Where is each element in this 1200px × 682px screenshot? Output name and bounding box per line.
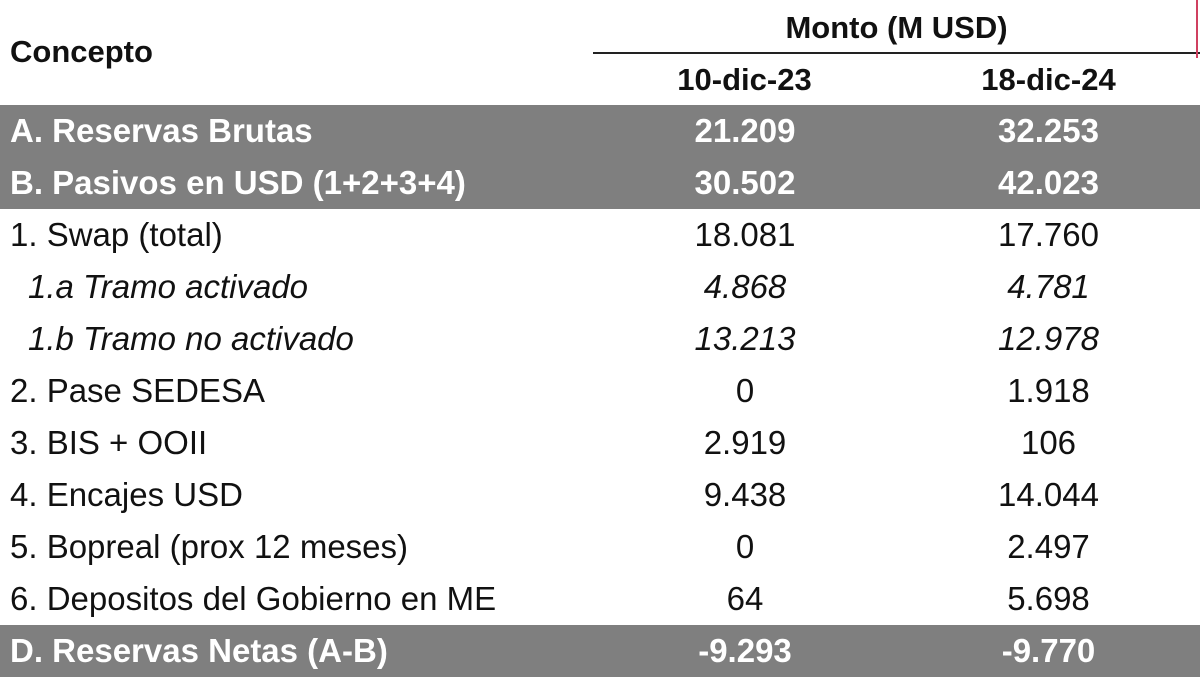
- table-row: 2. Pase SEDESA 0 1.918: [0, 365, 1200, 417]
- amount-header: Monto (M USD): [785, 10, 1008, 45]
- amount-cell: 17.760: [998, 216, 1099, 253]
- amount-cell: 2.497: [1007, 528, 1090, 565]
- amount-cell: 4.781: [1007, 268, 1090, 305]
- amount-cell: 21.209: [593, 105, 897, 157]
- concept-cell: D. Reservas Netas (A-B): [0, 625, 593, 677]
- amount-cell: 64: [726, 580, 764, 617]
- concept-cell: 3. BIS + OOII: [10, 424, 208, 461]
- concept-cell: 2. Pase SEDESA: [10, 372, 265, 409]
- concept-cell: 6. Depositos del Gobierno en ME: [10, 580, 497, 617]
- date-header: 18-dic-24: [981, 62, 1116, 97]
- concept-cell: 1.b Tramo no activado: [28, 320, 354, 357]
- amount-cell: 30.502: [593, 157, 897, 209]
- concept-cell: 1. Swap (total): [10, 216, 223, 253]
- table-row: 1. Swap (total) 18.081 17.760: [0, 209, 1200, 261]
- amount-cell: 12.978: [998, 320, 1099, 357]
- table-row: A. Reservas Brutas 21.209 32.253: [0, 105, 1200, 157]
- amount-cell: 4.868: [703, 268, 787, 305]
- concept-cell: 5. Bopreal (prox 12 meses): [10, 528, 409, 565]
- table-row: D. Reservas Netas (A-B) -9.293 -9.770: [0, 625, 1200, 677]
- amount-cell: -9.293: [593, 625, 897, 677]
- amount-cell: 2.919: [703, 424, 787, 461]
- table-row: 5. Bopreal (prox 12 meses) 0 2.497: [0, 521, 1200, 573]
- concept-header: Concepto: [10, 34, 153, 69]
- amount-cell: 18.081: [694, 216, 796, 253]
- amount-cell: 32.253: [897, 105, 1200, 157]
- table-row: 3. BIS + OOII 2.919 106: [0, 417, 1200, 469]
- amount-cell: 14.044: [998, 476, 1099, 513]
- concept-cell: B. Pasivos en USD (1+2+3+4): [0, 157, 593, 209]
- amount-cell: 106: [1020, 424, 1077, 461]
- concept-cell: A. Reservas Brutas: [0, 105, 593, 157]
- amount-cell: -9.770: [897, 625, 1200, 677]
- amount-cell: 9.438: [703, 476, 787, 513]
- concept-cell: 1.a Tramo activado: [28, 268, 309, 305]
- amount-cell: 0: [735, 372, 755, 409]
- table-row: 1.a Tramo activado 4.868 4.781: [0, 261, 1200, 313]
- amount-cell: 5.698: [1007, 580, 1090, 617]
- table-row: B. Pasivos en USD (1+2+3+4) 30.502 42.023: [0, 157, 1200, 209]
- date-header: 10-dic-23: [677, 62, 812, 97]
- amount-cell: 0: [735, 528, 755, 565]
- table: A. Reservas Brutas 21.209 32.253 B. Pasivos…: [0, 105, 1200, 677]
- table-row: 1.b Tramo no activado 13.213 12.978: [0, 313, 1200, 365]
- amount-cell: 42.023: [897, 157, 1200, 209]
- table-row: 6. Depositos del Gobierno en ME 64 5.698: [0, 573, 1200, 625]
- edge-line: [1196, 0, 1198, 58]
- header-rule: [593, 52, 1200, 54]
- table-row: 4. Encajes USD 9.438 14.044: [0, 469, 1200, 521]
- amount-cell: 13.213: [694, 320, 796, 357]
- amount-cell: 1.918: [1007, 372, 1090, 409]
- concept-cell: 4. Encajes USD: [10, 476, 243, 513]
